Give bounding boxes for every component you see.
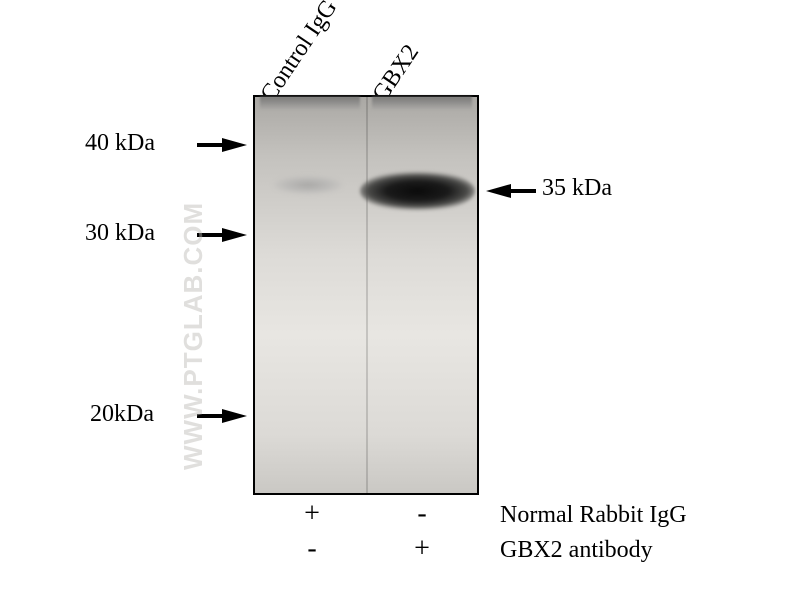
arrow-icon xyxy=(222,409,247,423)
condition-symbol: + xyxy=(302,498,322,530)
condition-symbol: - xyxy=(302,533,322,565)
mw-label-40: 40 kDa xyxy=(85,130,155,157)
detected-band-label: 35 kDa xyxy=(542,175,612,202)
lane-divider xyxy=(366,97,368,493)
arrow-icon xyxy=(222,228,247,242)
condition-label-igg: Normal Rabbit IgG xyxy=(500,502,687,529)
arrow-icon xyxy=(222,138,247,152)
western-blot-figure: Control IgG GBX2 40 kDa 30 kDa 20kDa WWW… xyxy=(0,0,800,600)
watermark-text: WWW.PTGLAB.COM xyxy=(178,202,209,470)
lane-label-control: Control IgG xyxy=(256,0,344,107)
arrow-icon xyxy=(486,184,511,198)
band-top-smear xyxy=(372,96,472,110)
band-gbx2-strong xyxy=(360,170,475,212)
mw-label-30: 30 kDa xyxy=(85,220,155,247)
blot-membrane xyxy=(253,95,479,495)
condition-symbol: + xyxy=(412,533,432,565)
condition-symbol: - xyxy=(412,498,432,530)
band-top-smear xyxy=(260,96,360,110)
band-control-faint xyxy=(273,174,343,196)
condition-label-antibody: GBX2 antibody xyxy=(500,537,653,564)
mw-label-20: 20kDa xyxy=(90,401,154,428)
